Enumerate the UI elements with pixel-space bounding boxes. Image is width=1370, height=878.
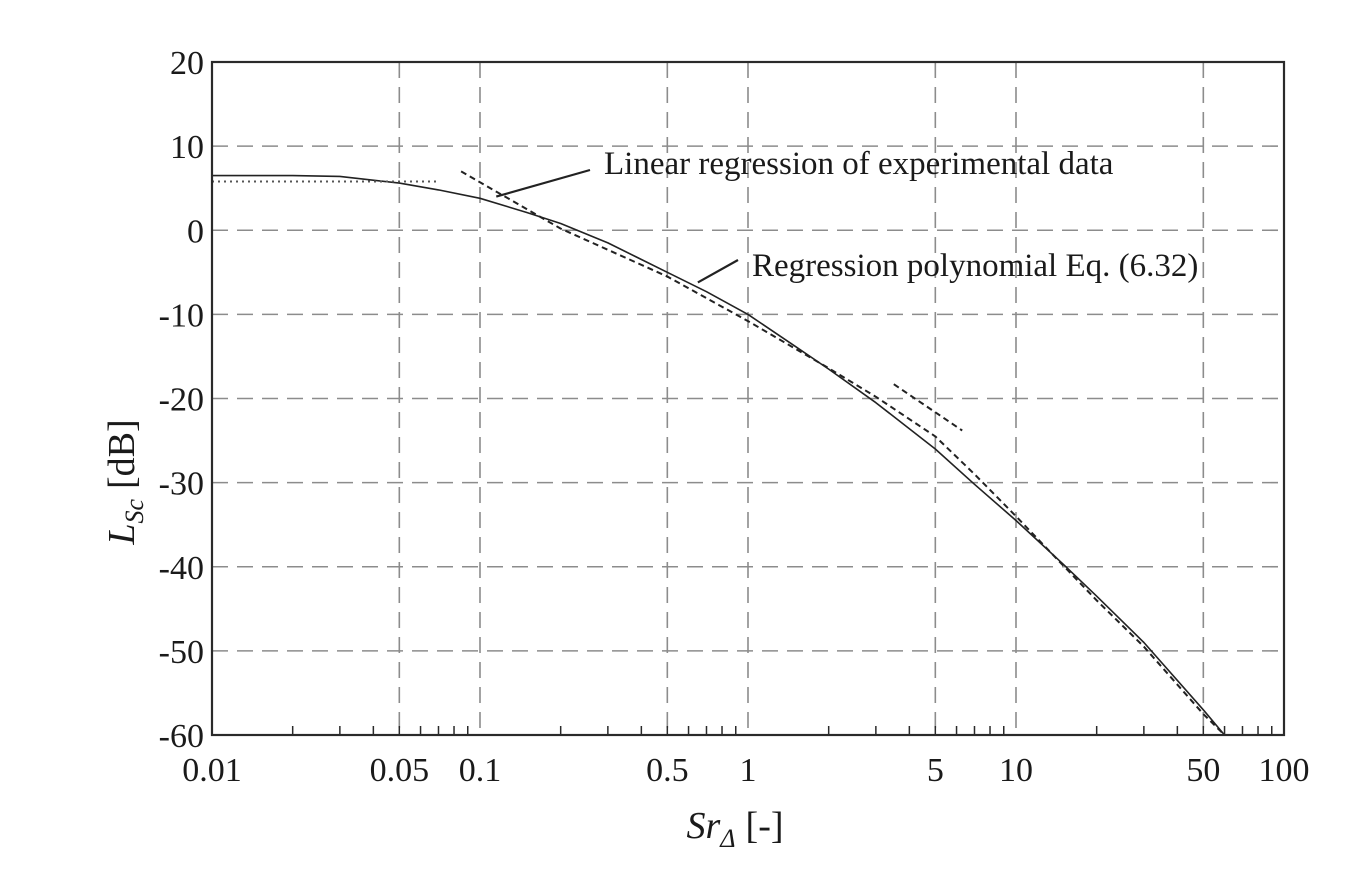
x-tick-label: 100 [1259, 752, 1310, 789]
plot-area-frame [210, 60, 1286, 737]
x-tick-label: 1 [740, 752, 757, 789]
series-line-solid [212, 174, 1226, 736]
x-axis-label-main: Sr [686, 805, 720, 847]
y-tick-label: -30 [159, 466, 204, 503]
x-tick-label: 50 [1186, 752, 1220, 789]
x-tick-label: 10 [999, 752, 1033, 789]
annotation-leader-line [495, 168, 591, 198]
tick-labels: 0.01 0.05 0.1 0.5 1 5 10 50 10020100-10-20-30-40… [159, 45, 1310, 789]
series-line-dashed [460, 170, 1226, 736]
y-axis-label: LSc [dB] [101, 419, 149, 545]
y-axis-label-main: L [101, 524, 143, 546]
y-tick-label: -50 [159, 634, 204, 671]
y-tick-label: -20 [159, 382, 204, 419]
annotations: Linear regression of experimental data Re… [495, 146, 1198, 284]
x-axis-label: SrΔ [-] [686, 805, 783, 853]
y-tick-label: 0 [187, 213, 204, 250]
x-tick-label: 5 [927, 752, 944, 789]
x-axis-label-unit: [-] [746, 805, 784, 847]
y-tick-label: -40 [159, 550, 204, 587]
x-tick-label: 0.01 [182, 752, 242, 789]
x-tick-label: 0.05 [370, 752, 430, 789]
annotation-text: Linear regression of experimental data [604, 146, 1114, 182]
annotation-leader-line [697, 259, 739, 284]
y-tick-label: -10 [159, 297, 204, 334]
y-tick-label: 20 [170, 45, 204, 82]
y-axis-label-unit: [dB] [101, 419, 143, 489]
x-tick-label: 0.1 [459, 752, 502, 789]
annotation-text: Regression polynomial Eq. (6.32) [752, 248, 1198, 284]
x-tick-label: 0.5 [646, 752, 689, 789]
series-line-dashed [893, 383, 963, 432]
series-layer [212, 170, 1226, 736]
y-tick-label: 10 [170, 129, 204, 166]
y-tick-label: -60 [159, 718, 204, 755]
y-axis-label-sub: Sc [120, 499, 149, 524]
x-axis-label-sub: Δ [719, 824, 735, 853]
